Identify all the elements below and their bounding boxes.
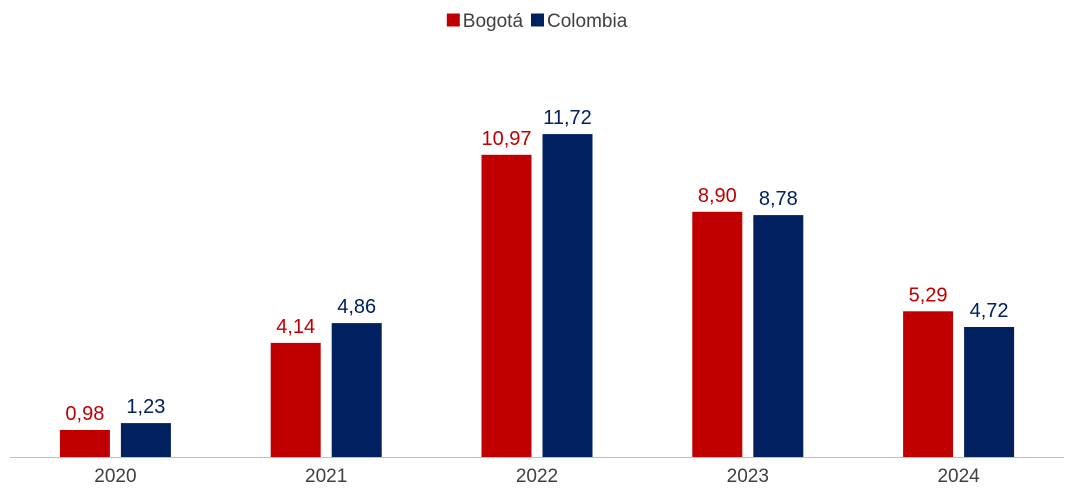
x-tick-label-2023: 2023 [727,466,769,487]
legend-swatch-colombia [531,13,544,27]
legend-label-colombia: Colombia [547,11,628,32]
bar-bogota-2021 [270,342,321,457]
x-tick-label-2020: 2020 [94,466,136,487]
x-axis-tick-labels: 2020 2021 2022 2023 2024 [94,466,980,487]
bar-bogota-2020 [59,430,110,457]
data-label-colombia-2022: 11,72 [543,107,592,129]
data-label-bogota-2023: 8,90 [698,185,737,207]
legend-label-bogota: Bogotá [463,11,524,32]
data-label-colombia-2024: 4,72 [970,300,1009,322]
x-tick-label-2022: 2022 [516,466,558,487]
bar-bogota-2024 [903,311,954,457]
legend-swatch-bogota [446,13,460,27]
bars [59,134,1015,458]
legend-item-bogota: Bogotá [446,11,524,32]
bar-colombia-2021 [331,323,382,457]
data-label-bogota-2020: 0,98 [65,403,104,425]
bar-colombia-2024 [964,327,1015,457]
legend-item-colombia: Colombia [531,11,628,32]
data-label-bogota-2022: 10,97 [481,128,531,150]
data-label-colombia-2021: 4,86 [337,296,376,318]
bar-colombia-2022 [542,134,593,457]
data-label-colombia-2023: 8,78 [759,188,798,210]
data-label-colombia-2020: 1,23 [126,396,165,418]
bar-colombia-2023 [753,215,804,457]
x-tick-label-2024: 2024 [937,466,980,487]
bar-bogota-2022 [481,154,532,458]
legend: Bogotá Colombia [446,11,628,32]
data-labels: 0,98 1,23 4,14 4,86 10,97 11,72 8,90 8,78 5,29 4,… [65,107,1008,425]
bar-bogota-2023 [692,211,743,457]
data-label-bogota-2024: 5,29 [909,284,948,306]
data-label-bogota-2021: 4,14 [276,316,315,338]
bar-colombia-2020 [120,423,171,457]
x-tick-label-2021: 2021 [305,466,347,487]
